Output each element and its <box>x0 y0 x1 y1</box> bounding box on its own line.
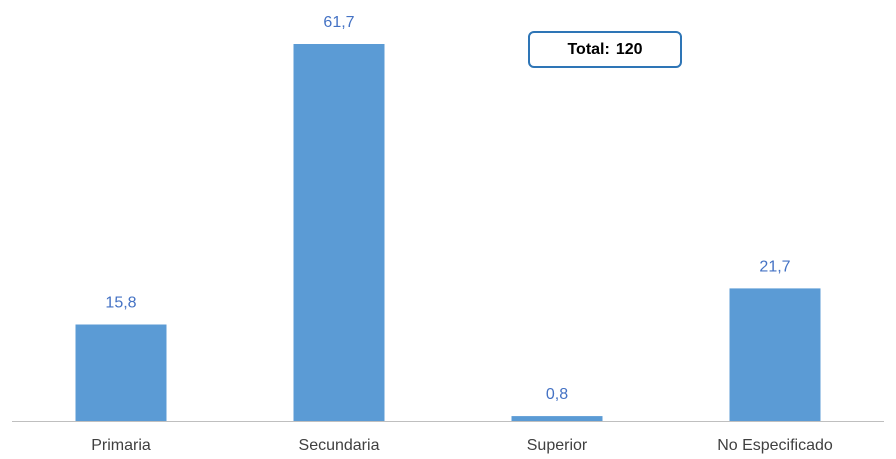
category-label: Primaria <box>91 437 151 454</box>
data-label: 21,7 <box>759 258 790 275</box>
category-label: Secundaria <box>299 437 380 454</box>
category-label: No Especificado <box>717 437 833 454</box>
bar-no-especificado <box>729 288 821 421</box>
data-label: 15,8 <box>105 295 136 312</box>
bar-superior <box>511 416 603 421</box>
data-label: 0,8 <box>546 386 568 403</box>
total-value: 120 <box>615 40 643 58</box>
bar-primaria <box>75 324 167 421</box>
bars-group <box>75 44 821 421</box>
bar-secundaria <box>293 44 385 421</box>
data-label: 61,7 <box>323 14 354 31</box>
category-label: Superior <box>527 437 588 454</box>
value-labels-group: 15,8 61,7 0,8 21,7 <box>105 14 790 403</box>
total-label: Total: <box>567 40 610 58</box>
category-labels-group: Primaria Secundaria Superior No Especificad… <box>91 437 833 454</box>
total-annotation-box: Total: 120 <box>528 31 682 68</box>
